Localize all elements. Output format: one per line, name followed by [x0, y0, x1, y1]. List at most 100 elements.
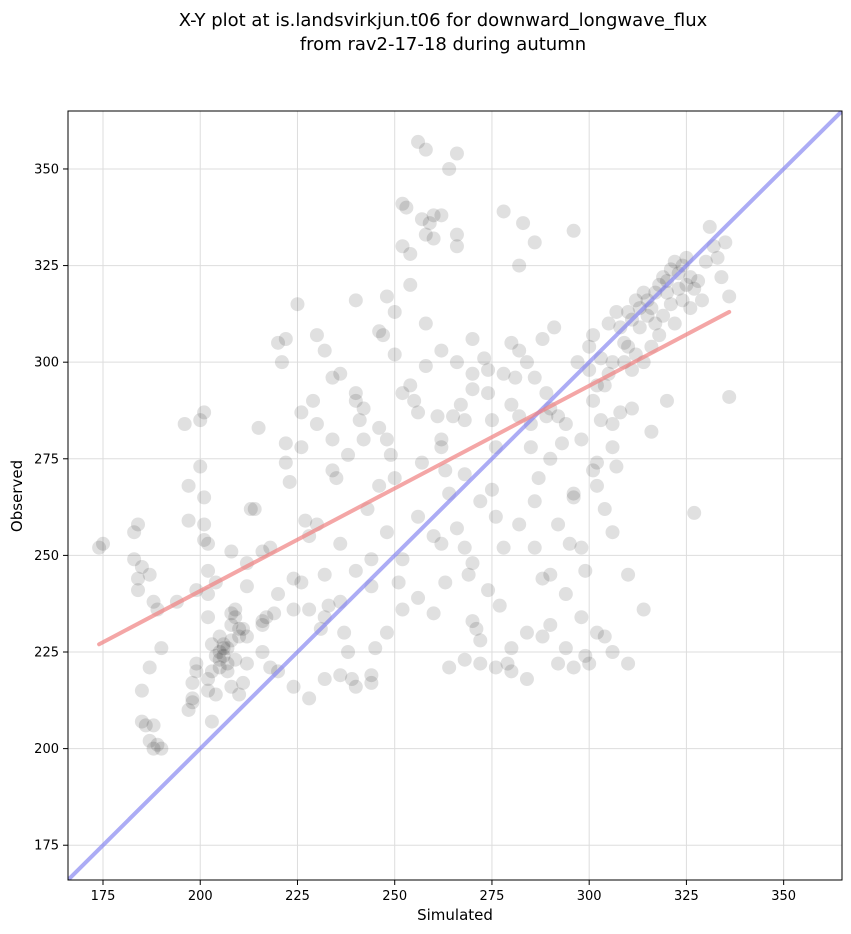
data-point — [512, 343, 527, 358]
data-point — [621, 567, 636, 582]
data-point — [453, 397, 468, 412]
data-point — [325, 432, 340, 447]
data-point — [675, 258, 690, 273]
data-point — [609, 304, 624, 319]
data-point — [181, 702, 196, 717]
data-point — [286, 571, 301, 586]
data-point — [652, 328, 667, 343]
data-point — [341, 645, 356, 660]
data-point — [438, 463, 453, 478]
data-point — [527, 494, 542, 509]
data-point — [146, 594, 161, 609]
data-point — [286, 679, 301, 694]
data-point — [344, 672, 359, 687]
data-point — [687, 281, 702, 296]
data-point — [640, 293, 655, 308]
data-point — [531, 471, 546, 486]
data-point — [383, 447, 398, 462]
data-point — [395, 386, 410, 401]
data-point — [656, 308, 671, 323]
x-tick-label: 175 — [91, 889, 116, 904]
data-point — [488, 509, 503, 524]
data-point — [504, 641, 519, 656]
data-point — [255, 617, 270, 632]
data-point — [212, 629, 227, 644]
data-point — [92, 540, 107, 555]
data-point — [201, 536, 216, 551]
data-point — [519, 625, 534, 640]
data-point — [193, 459, 208, 474]
data-point — [290, 297, 305, 312]
data-point — [582, 656, 597, 671]
data-point — [457, 540, 472, 555]
data-point — [142, 733, 157, 748]
y-tick-label: 175 — [34, 839, 59, 854]
data-point — [442, 660, 457, 675]
data-point — [589, 455, 604, 470]
data-point — [236, 675, 251, 690]
data-point — [146, 718, 161, 733]
data-point — [683, 270, 698, 285]
data-point — [309, 328, 324, 343]
data-point — [586, 393, 601, 408]
data-point — [302, 602, 317, 617]
data-point — [337, 625, 352, 640]
data-point — [710, 250, 725, 265]
data-point — [504, 664, 519, 679]
data-point — [512, 258, 527, 273]
data-point — [512, 517, 527, 532]
data-point — [348, 563, 363, 578]
data-point — [609, 459, 624, 474]
data-point — [372, 324, 387, 339]
data-point — [185, 695, 200, 710]
data-point — [558, 641, 573, 656]
data-point — [683, 301, 698, 316]
data-point — [492, 598, 507, 613]
data-point — [496, 366, 511, 381]
data-point — [570, 355, 585, 370]
data-point — [461, 567, 476, 582]
data-point — [574, 610, 589, 625]
data-point — [414, 455, 429, 470]
x-tick-label: 300 — [577, 889, 602, 904]
data-point — [418, 316, 433, 331]
data-point — [197, 532, 212, 547]
identity-line — [68, 111, 842, 880]
y-tick-label: 250 — [34, 549, 59, 564]
data-point — [484, 413, 499, 428]
data-point — [675, 293, 690, 308]
data-point — [150, 737, 165, 752]
data-point — [134, 714, 149, 729]
data-point — [189, 656, 204, 671]
data-point — [613, 405, 628, 420]
data-point — [411, 134, 426, 149]
data-point — [294, 440, 309, 455]
data-point — [621, 304, 636, 319]
data-point — [714, 270, 729, 285]
data-point — [204, 637, 219, 652]
data-point — [239, 579, 254, 594]
data-point — [667, 254, 682, 269]
data-point — [574, 540, 589, 555]
data-point — [224, 606, 239, 621]
data-point — [671, 281, 686, 296]
data-point — [391, 575, 406, 590]
data-point — [267, 606, 282, 621]
data-point — [348, 679, 363, 694]
data-point — [527, 370, 542, 385]
data-point — [558, 587, 573, 602]
data-point — [142, 567, 157, 582]
data-point — [449, 146, 464, 161]
data-point — [325, 370, 340, 385]
data-point — [395, 552, 410, 567]
data-point — [481, 583, 496, 598]
data-point — [243, 502, 258, 517]
data-point — [648, 316, 663, 331]
data-point — [434, 432, 449, 447]
data-point — [286, 602, 301, 617]
data-point — [204, 664, 219, 679]
data-point — [131, 517, 146, 532]
data-point — [201, 683, 216, 698]
data-point — [201, 672, 216, 687]
data-point — [449, 521, 464, 536]
